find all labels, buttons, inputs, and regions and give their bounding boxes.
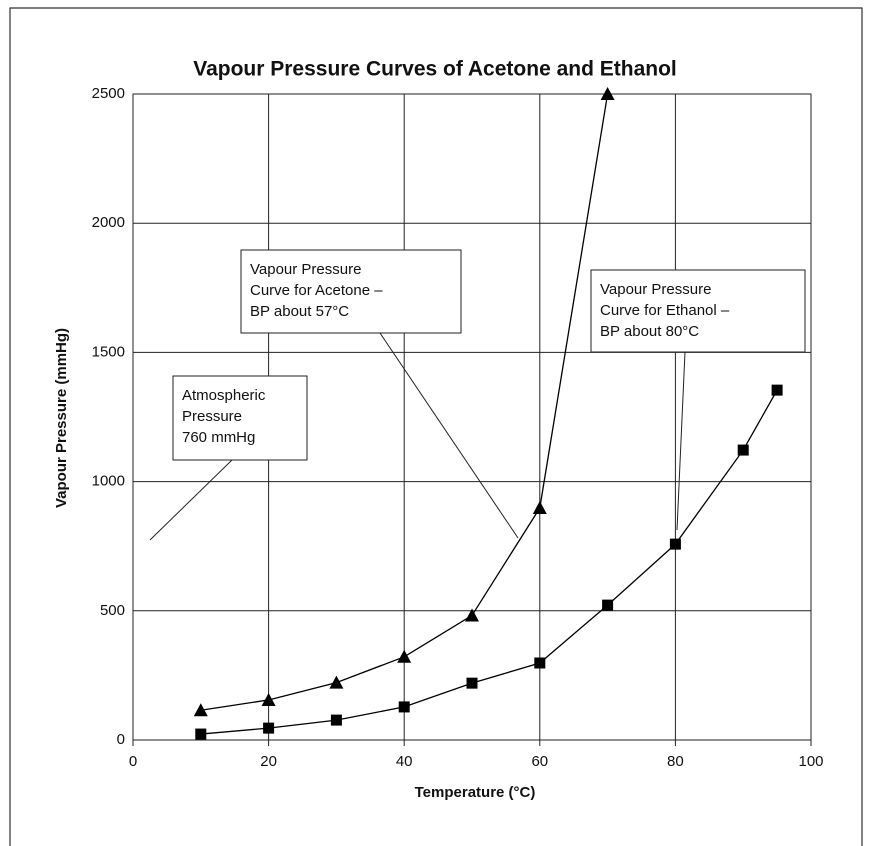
marker <box>329 675 344 689</box>
annotation-box <box>172 375 308 461</box>
x-tick-label: 60 <box>531 753 548 770</box>
x-tick-label: 0 <box>129 753 137 770</box>
frame <box>9 7 863 846</box>
series-line <box>200 389 778 735</box>
marker <box>465 608 479 622</box>
marker <box>397 649 412 663</box>
x-tick-label: 100 <box>798 753 823 770</box>
annotation-text: BP about 57°C <box>250 303 349 320</box>
marker <box>771 384 783 396</box>
leader-line <box>676 351 686 531</box>
annotation-text: Curve for Ethanol – <box>600 302 730 319</box>
marker <box>737 444 749 456</box>
x-tick-label: 80 <box>667 753 684 770</box>
annotation-text: Vapour Pressure <box>600 281 711 298</box>
marker <box>398 701 410 713</box>
y-tick-label: 500 <box>100 602 125 619</box>
annotation-text: Atmospheric <box>182 387 266 404</box>
marker <box>600 87 615 100</box>
marker <box>669 538 681 550</box>
annotation-box <box>240 249 462 334</box>
annotation-text: Vapour Pressure <box>250 261 361 278</box>
marker <box>602 599 614 611</box>
y-tick-label: 1500 <box>92 343 125 360</box>
annotation-text: BP about 80°C <box>600 323 699 340</box>
marker <box>193 703 208 717</box>
marker <box>261 692 276 706</box>
x-tick-label: 40 <box>396 753 413 770</box>
marker <box>534 657 546 669</box>
chart-title: Vapour Pressure Curves of Acetone and Et… <box>193 58 677 81</box>
annotation-box <box>590 269 806 353</box>
marker <box>466 677 478 689</box>
x-axis-label: Temperature (°C) <box>415 784 536 801</box>
y-tick-label: 2000 <box>92 214 125 231</box>
annotation-text: Curve for Acetone – <box>250 282 383 299</box>
marker <box>263 722 275 734</box>
annotation-text: 760 mmHg <box>182 429 255 446</box>
marker <box>330 714 342 726</box>
leader-line <box>149 459 233 541</box>
annotation-text: Pressure <box>182 408 242 425</box>
leader-line <box>379 332 519 539</box>
x-tick-label: 20 <box>260 753 277 770</box>
marker <box>195 728 207 740</box>
y-tick-label: 1000 <box>92 473 125 490</box>
y-tick-label: 2500 <box>92 85 125 102</box>
marker <box>532 500 547 514</box>
y-tick-label: 0 <box>117 731 125 748</box>
y-axis-label: Vapour Pressure (mmHg) <box>53 328 70 508</box>
